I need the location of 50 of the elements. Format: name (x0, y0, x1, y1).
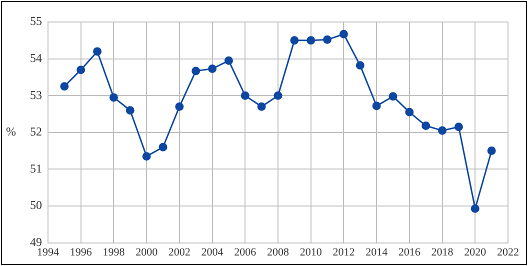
x-tick-label: 2018 (431, 246, 454, 258)
point (438, 126, 447, 135)
point (76, 66, 86, 74)
point (224, 56, 233, 65)
x-tick-label: 2014 (366, 246, 388, 258)
point (323, 35, 332, 44)
point (192, 66, 200, 76)
point (388, 92, 398, 101)
point (306, 36, 316, 45)
point (208, 64, 217, 73)
y-tick-label: 53 (30, 88, 42, 102)
x-tick-label: 2008 (267, 246, 290, 258)
y-tick-label: 52 (30, 124, 42, 139)
point (356, 61, 364, 70)
x-tick-label: 2000 (136, 246, 158, 258)
x-tick-label: 2002 (168, 246, 190, 258)
point (470, 204, 480, 213)
y-axis-title: % (6, 124, 16, 139)
point (274, 91, 282, 100)
y-tick-label: 55 (30, 14, 42, 28)
x-tick-label: 2004 (201, 246, 224, 258)
x-tick-label: 2010 (300, 246, 322, 258)
point (405, 108, 414, 116)
point (487, 146, 496, 156)
x-tick-label: 2012 (332, 246, 355, 258)
y-tick-label: 51 (30, 161, 42, 176)
y-tick-label: 50 (30, 198, 42, 212)
y-tick-label: 49 (30, 234, 42, 249)
point (372, 102, 381, 110)
point (339, 30, 348, 38)
point (422, 122, 430, 130)
point (158, 142, 168, 152)
x-tick-label: 1994 (37, 246, 60, 258)
point (60, 82, 69, 91)
point (126, 106, 134, 115)
point (109, 93, 118, 102)
y-tick-label: 54 (30, 50, 42, 65)
point (240, 91, 250, 100)
point (290, 36, 299, 45)
x-tick-label: 1996 (70, 246, 92, 258)
x-tick-label: 2022 (497, 246, 519, 258)
x-tick-label: 2020 (464, 246, 487, 258)
x-tick-label: 1998 (102, 246, 126, 258)
point (93, 47, 102, 56)
point (142, 152, 151, 161)
point (454, 122, 463, 132)
point (257, 102, 266, 111)
point (175, 102, 184, 111)
x-tick-label: 2016 (398, 246, 421, 258)
x-tick-label: 2006 (234, 246, 257, 258)
